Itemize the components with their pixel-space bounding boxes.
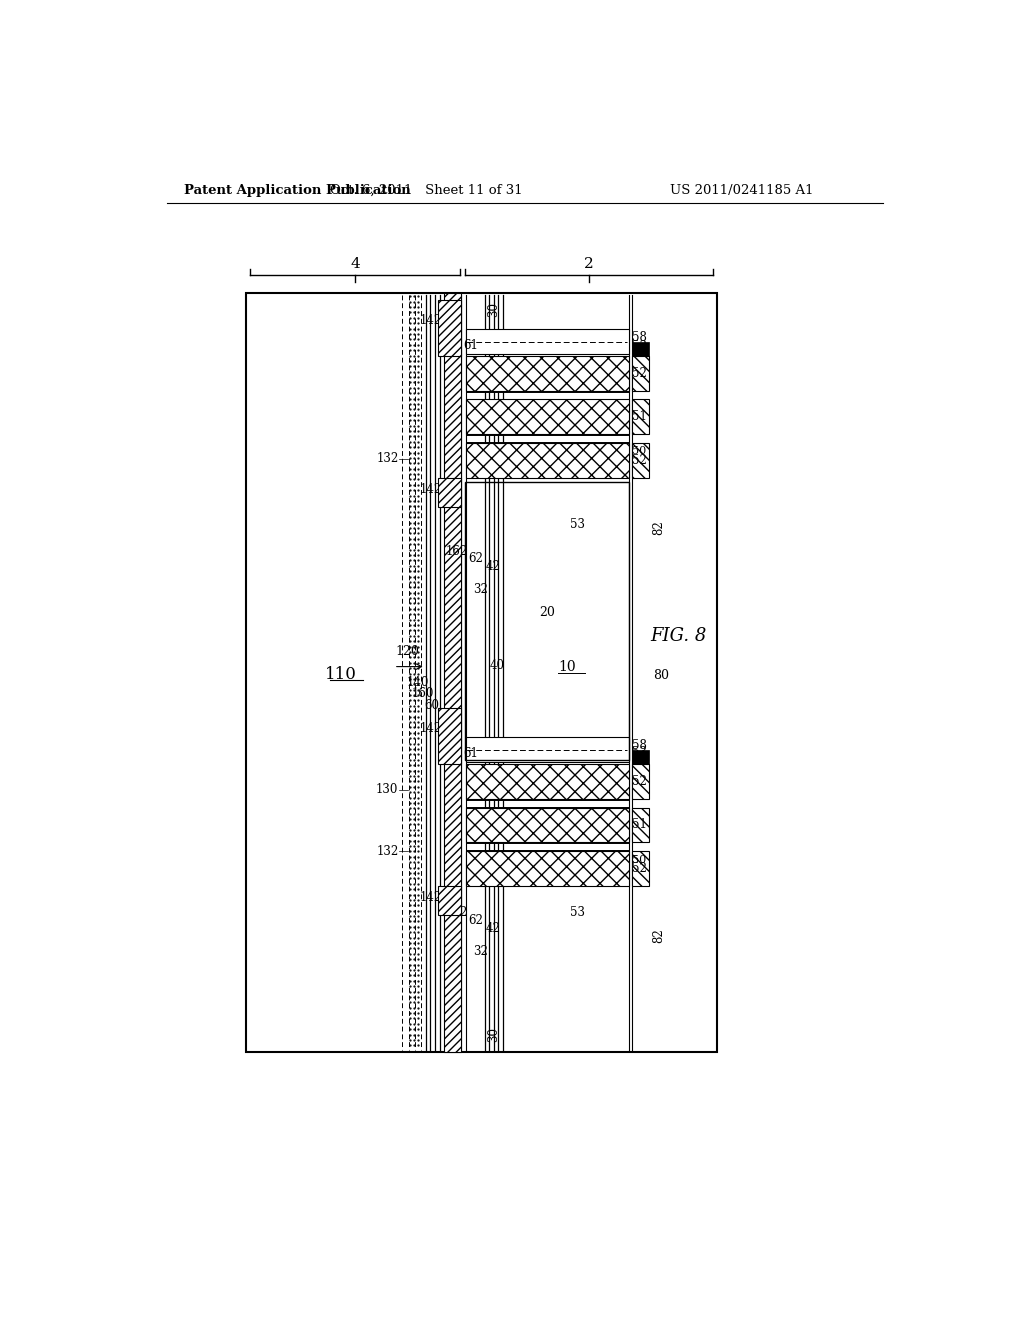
- Text: 53: 53: [632, 339, 647, 352]
- Bar: [465, 482, 630, 760]
- Text: Oct. 6, 2011   Sheet 11 of 31: Oct. 6, 2011 Sheet 11 of 31: [330, 185, 522, 197]
- Bar: [632, 342, 649, 355]
- Text: 160: 160: [412, 686, 434, 700]
- Bar: [632, 808, 649, 842]
- Text: 81: 81: [632, 347, 646, 360]
- Text: 4: 4: [350, 257, 360, 271]
- Text: 50: 50: [632, 446, 646, 455]
- Text: 61: 61: [463, 339, 477, 352]
- Text: 162: 162: [445, 907, 468, 920]
- Text: 82: 82: [652, 929, 666, 944]
- Text: 132: 132: [376, 453, 398, 465]
- Text: 52: 52: [632, 454, 646, 467]
- Text: 130: 130: [376, 783, 398, 796]
- Text: 62: 62: [468, 915, 483, 927]
- Bar: [438, 478, 461, 507]
- Text: US 2011/0241185 A1: US 2011/0241185 A1: [671, 185, 814, 197]
- Bar: [444, 293, 461, 1052]
- Bar: [632, 400, 649, 434]
- Bar: [246, 293, 717, 1052]
- Bar: [632, 850, 649, 886]
- Text: 110: 110: [326, 665, 357, 682]
- Text: 142: 142: [420, 314, 442, 326]
- Bar: [466, 442, 629, 478]
- Text: 30: 30: [487, 1027, 501, 1043]
- Text: 30: 30: [487, 302, 501, 317]
- Text: 42: 42: [485, 921, 500, 935]
- Text: 2: 2: [585, 257, 594, 271]
- Text: 53: 53: [569, 907, 585, 920]
- Text: 58: 58: [632, 739, 646, 751]
- Text: 52: 52: [632, 775, 646, 788]
- Text: 52: 52: [632, 862, 646, 875]
- Text: 40: 40: [489, 659, 505, 672]
- Text: 53: 53: [569, 517, 585, 531]
- Text: 51: 51: [632, 409, 646, 422]
- Bar: [466, 763, 629, 799]
- Text: 60: 60: [424, 698, 438, 711]
- Bar: [466, 738, 629, 762]
- Text: 10: 10: [558, 660, 575, 673]
- Bar: [632, 355, 649, 391]
- Text: 120: 120: [395, 644, 419, 657]
- Bar: [438, 886, 461, 915]
- Bar: [632, 750, 649, 763]
- Text: 140: 140: [407, 676, 429, 689]
- Text: 142: 142: [420, 891, 442, 904]
- Text: 80: 80: [652, 669, 669, 682]
- Text: 32: 32: [473, 583, 488, 597]
- Text: 81: 81: [632, 754, 646, 767]
- Bar: [466, 400, 629, 434]
- Text: 53: 53: [632, 746, 647, 759]
- Text: 61: 61: [463, 747, 477, 760]
- Text: FIG. 8: FIG. 8: [650, 627, 707, 644]
- Bar: [466, 355, 629, 391]
- Bar: [632, 442, 649, 478]
- Text: 162: 162: [445, 545, 468, 557]
- Bar: [438, 300, 461, 355]
- Text: 32: 32: [473, 945, 488, 958]
- Bar: [466, 330, 629, 354]
- Text: 20: 20: [539, 606, 555, 619]
- Text: 50: 50: [632, 855, 646, 865]
- Bar: [438, 708, 461, 763]
- Bar: [632, 763, 649, 799]
- Text: 58: 58: [632, 330, 646, 343]
- Text: 52: 52: [632, 367, 646, 380]
- Text: 142: 142: [420, 722, 442, 735]
- Bar: [466, 808, 629, 842]
- Text: 51: 51: [632, 818, 646, 832]
- Text: 42: 42: [485, 560, 500, 573]
- Text: 142: 142: [420, 483, 442, 496]
- Bar: [466, 850, 629, 886]
- Text: Patent Application Publication: Patent Application Publication: [183, 185, 411, 197]
- Text: 82: 82: [652, 520, 666, 536]
- Text: 132: 132: [376, 845, 398, 858]
- Text: 62: 62: [468, 552, 483, 565]
